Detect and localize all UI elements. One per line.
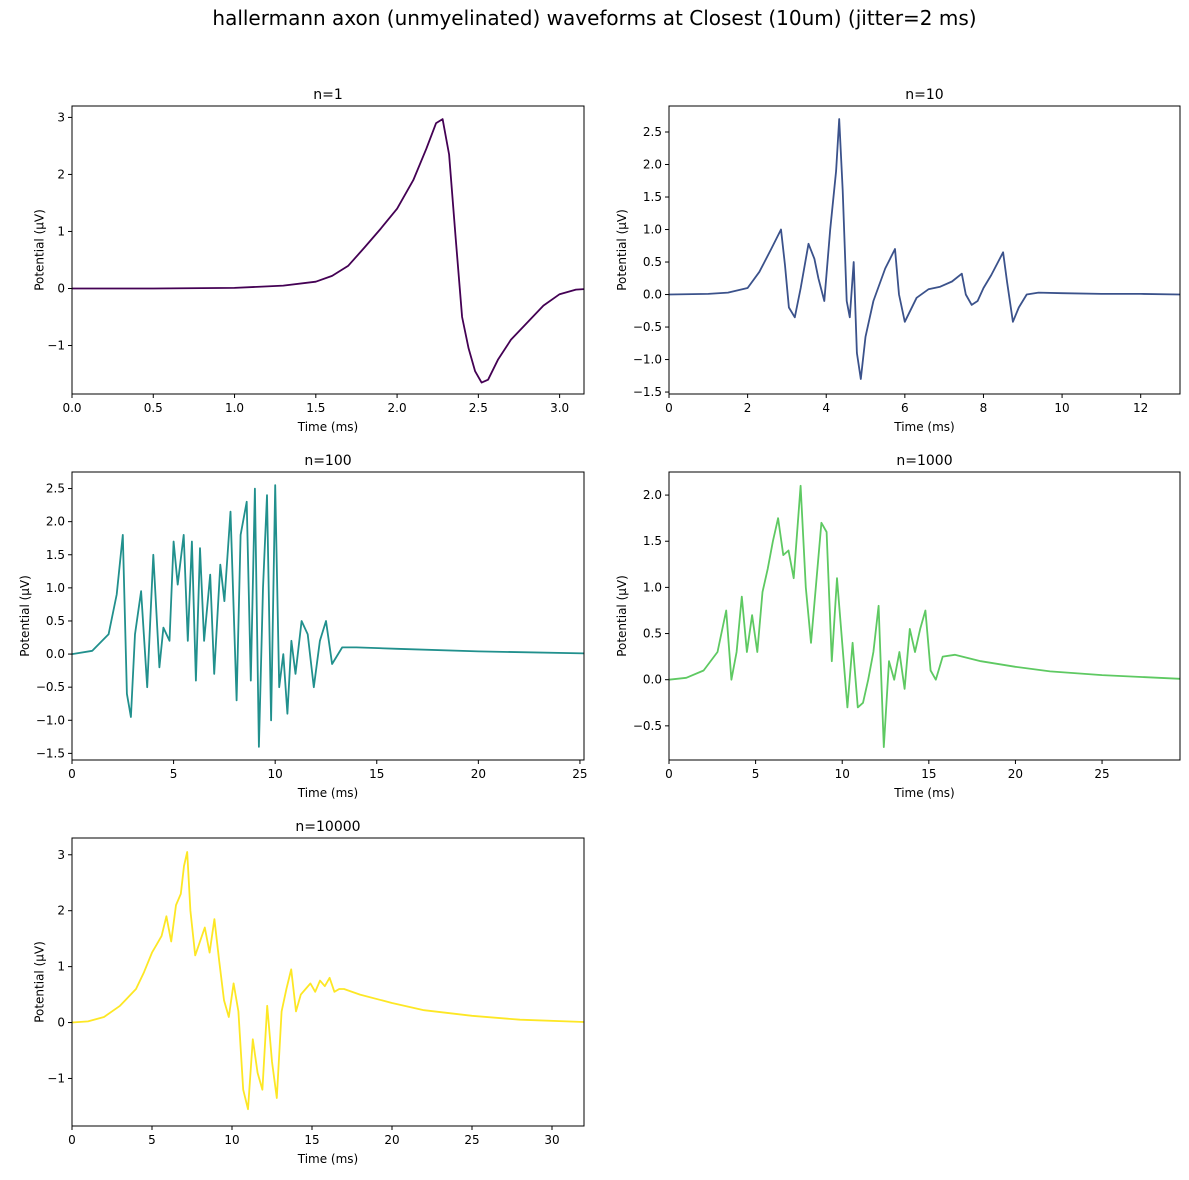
y-tick-label: −1.0 <box>633 353 662 367</box>
x-tick-label: 0 <box>68 1133 76 1147</box>
x-axis-label: Time (ms) <box>297 1152 359 1166</box>
x-tick-label: 30 <box>544 1133 559 1147</box>
y-tick-label: 3 <box>57 848 65 862</box>
y-tick-label: 1.0 <box>643 223 662 237</box>
x-tick-label: 15 <box>921 767 936 781</box>
x-tick-label: 8 <box>980 401 988 415</box>
x-tick-label: 6 <box>901 401 909 415</box>
figure-title: hallermann axon (unmyelinated) waveforms… <box>212 6 977 30</box>
y-tick-label: 0 <box>57 1016 65 1030</box>
x-tick-label: 1.0 <box>225 401 244 415</box>
x-tick-label: 5 <box>752 767 760 781</box>
x-tick-label: 2.5 <box>469 401 488 415</box>
y-tick-label: 1.0 <box>643 580 662 594</box>
series-line <box>72 484 584 748</box>
chart-title: n=1000 <box>896 453 952 469</box>
y-tick-label: 2 <box>57 167 65 181</box>
y-tick-label: −0.5 <box>36 680 65 694</box>
y-axis-label: Potential (µV) <box>615 209 629 291</box>
x-axis-label: Time (ms) <box>893 420 955 434</box>
chart-panel-2: 0 2 4 6 8 10 12 −1.5 −1.0 −0.5 0.0 0.5 1.0 1.5 2.0 2.5 n… <box>615 87 1181 434</box>
y-tick-label: −1.5 <box>36 746 65 760</box>
x-axis-label: Time (ms) <box>893 786 955 800</box>
y-tick-label: 0.5 <box>46 614 65 628</box>
x-tick-label: 25 <box>572 767 587 781</box>
x-tick-label: 20 <box>1008 767 1023 781</box>
axes-frame <box>668 471 1181 761</box>
y-tick-label: −1.5 <box>633 385 662 399</box>
x-tick-label: 20 <box>471 767 486 781</box>
chart-title: n=1 <box>313 87 343 103</box>
y-tick-label: −1.0 <box>36 713 65 727</box>
y-tick-label: 0.5 <box>643 627 662 641</box>
x-tick-label: 1.5 <box>306 401 325 415</box>
x-tick-label: 25 <box>464 1133 479 1147</box>
x-tick-label: 4 <box>822 401 830 415</box>
y-tick-label: 2.5 <box>46 482 65 496</box>
y-tick-label: 2.0 <box>643 488 662 502</box>
x-tick-label: 25 <box>1094 767 1109 781</box>
x-tick-label: 5 <box>170 767 178 781</box>
x-tick-label: 10 <box>1054 401 1069 415</box>
y-tick-label: 2.5 <box>643 125 662 139</box>
y-tick-label: 2 <box>57 904 65 918</box>
y-tick-label: 0.0 <box>46 647 65 661</box>
x-tick-label: 2.0 <box>388 401 407 415</box>
x-axis-label: Time (ms) <box>297 420 359 434</box>
y-tick-label: 2.0 <box>643 158 662 172</box>
x-tick-label: 10 <box>835 767 850 781</box>
y-axis-label: Potential (µV) <box>615 575 629 657</box>
y-tick-label: 1.0 <box>46 581 65 595</box>
axes-frame <box>71 105 585 395</box>
y-tick-label: −0.5 <box>633 719 662 733</box>
chart-title: n=10 <box>905 87 943 103</box>
x-tick-label: 15 <box>304 1133 319 1147</box>
y-tick-label: 1.5 <box>46 548 65 562</box>
y-tick-label: 0.5 <box>643 255 662 269</box>
x-tick-label: 0.5 <box>144 401 163 415</box>
y-tick-label: −1 <box>47 1071 65 1085</box>
y-tick-label: 1.5 <box>643 190 662 204</box>
x-tick-label: 15 <box>369 767 384 781</box>
chart-title: n=100 <box>304 453 351 469</box>
axes-frame <box>668 105 1181 395</box>
x-tick-label: 2 <box>744 401 752 415</box>
x-tick-label: 10 <box>224 1133 239 1147</box>
chart-panel-4: 0 5 10 15 20 25 −0.5 0.0 0.5 1.0 1.5 2.0 n=1000 Time … <box>615 453 1181 800</box>
x-tick-label: 5 <box>148 1133 156 1147</box>
x-tick-label: 0 <box>68 767 76 781</box>
y-tick-label: 1 <box>57 224 65 238</box>
series-line <box>669 484 1180 748</box>
y-tick-label: 3 <box>57 110 65 124</box>
series-line <box>72 851 584 1111</box>
axes-frame <box>71 837 585 1127</box>
y-axis-label: Potential (µV) <box>33 941 47 1023</box>
chart-panel-1: 0.0 0.5 1.0 1.5 2.0 2.5 3.0 −1 0 1 2 3 n=1 Time (ms) P… <box>33 87 585 434</box>
y-tick-label: 0.0 <box>643 288 662 302</box>
y-axis-label: Potential (µV) <box>18 575 32 657</box>
series-line <box>72 118 584 384</box>
y-tick-label: 0 <box>57 281 65 295</box>
x-axis-label: Time (ms) <box>297 786 359 800</box>
x-tick-label: 10 <box>268 767 283 781</box>
chart-title: n=10000 <box>295 819 360 835</box>
y-tick-label: 0.0 <box>643 673 662 687</box>
x-tick-label: 0.0 <box>62 401 81 415</box>
y-tick-label: 1 <box>57 960 65 974</box>
y-tick-label: −0.5 <box>633 320 662 334</box>
x-tick-label: 3.0 <box>550 401 569 415</box>
chart-panel-3: 0 5 10 15 20 25 −1.5 −1.0 −0.5 0.0 0.5 1.0 1.5 2.0 2.5… <box>18 453 587 800</box>
x-tick-label: 0 <box>665 401 673 415</box>
y-tick-label: 1.5 <box>643 534 662 548</box>
axes-frame <box>71 471 585 761</box>
x-tick-label: 0 <box>665 767 673 781</box>
y-tick-label: 2.0 <box>46 515 65 529</box>
series-line <box>669 118 1180 380</box>
y-axis-label: Potential (µV) <box>33 209 47 291</box>
y-tick-label: −1 <box>47 339 65 353</box>
chart-panel-5: 0 5 10 15 20 25 30 −1 0 1 2 3 n=10000 Time (ms) Potent… <box>33 819 585 1166</box>
x-tick-label: 12 <box>1133 401 1148 415</box>
x-tick-label: 20 <box>384 1133 399 1147</box>
